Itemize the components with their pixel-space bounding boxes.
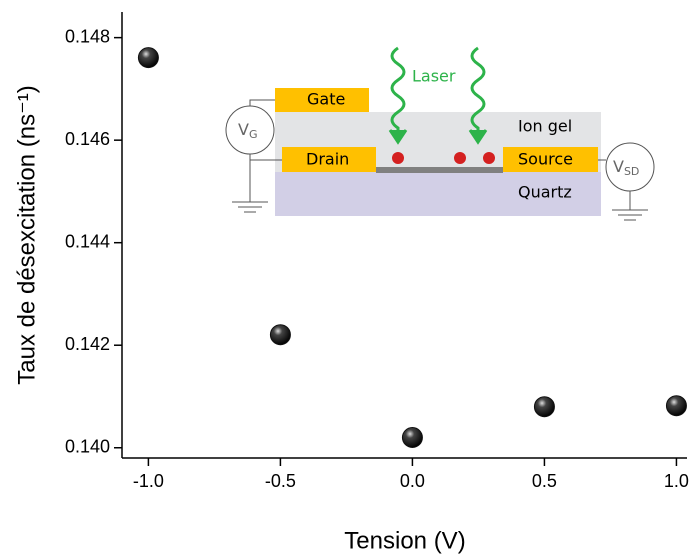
inset-diagram: Gate Drain Source Laser Ion gel Quartz V… xyxy=(225,46,655,221)
vsd-sub: SD xyxy=(624,165,639,178)
vsd-label: VSD xyxy=(613,157,639,179)
vg-sub: G xyxy=(249,128,258,141)
vg-label: VG xyxy=(238,120,257,142)
y-tick-label: 0.146 xyxy=(65,129,110,149)
y-tick-label: 0.148 xyxy=(65,26,110,46)
y-tick-label: 0.140 xyxy=(65,436,110,456)
dot xyxy=(454,152,466,164)
y-axis-title: Taux de désexcitation (ns⁻¹) xyxy=(13,85,40,384)
gate-electrode xyxy=(275,88,369,112)
point xyxy=(401,426,423,448)
x-tick-label: -1.0 xyxy=(133,471,164,491)
drain-electrode xyxy=(282,147,376,172)
quartz-layer xyxy=(275,172,601,216)
dot xyxy=(483,152,495,164)
x-tick-label: 0.0 xyxy=(400,471,425,491)
x-tick-label: 1.0 xyxy=(664,471,689,491)
point xyxy=(533,396,555,418)
x-axis-title: Tension (V) xyxy=(344,527,465,554)
y-tick-label: 0.142 xyxy=(65,334,110,354)
quartz-label: Quartz xyxy=(518,183,572,202)
point xyxy=(137,47,159,69)
vsd-main: V xyxy=(613,157,624,176)
source-label: Source xyxy=(518,150,573,169)
gate-label: Gate xyxy=(307,90,345,109)
laser-label: Laser xyxy=(412,67,456,86)
drain-label: Drain xyxy=(306,150,349,169)
source-electrode xyxy=(503,147,598,172)
axes xyxy=(114,12,687,466)
point xyxy=(269,324,291,346)
channel xyxy=(376,167,503,173)
dot xyxy=(392,152,404,164)
x-tick-label: -0.5 xyxy=(265,471,296,491)
point xyxy=(665,395,687,417)
laser-arrows xyxy=(388,46,488,145)
ion-gel-label: Ion gel xyxy=(518,117,572,136)
y-tick-label: 0.144 xyxy=(65,231,110,251)
wires xyxy=(225,99,655,221)
vg-main: V xyxy=(238,120,249,139)
x-tick-label: 0.5 xyxy=(532,471,557,491)
